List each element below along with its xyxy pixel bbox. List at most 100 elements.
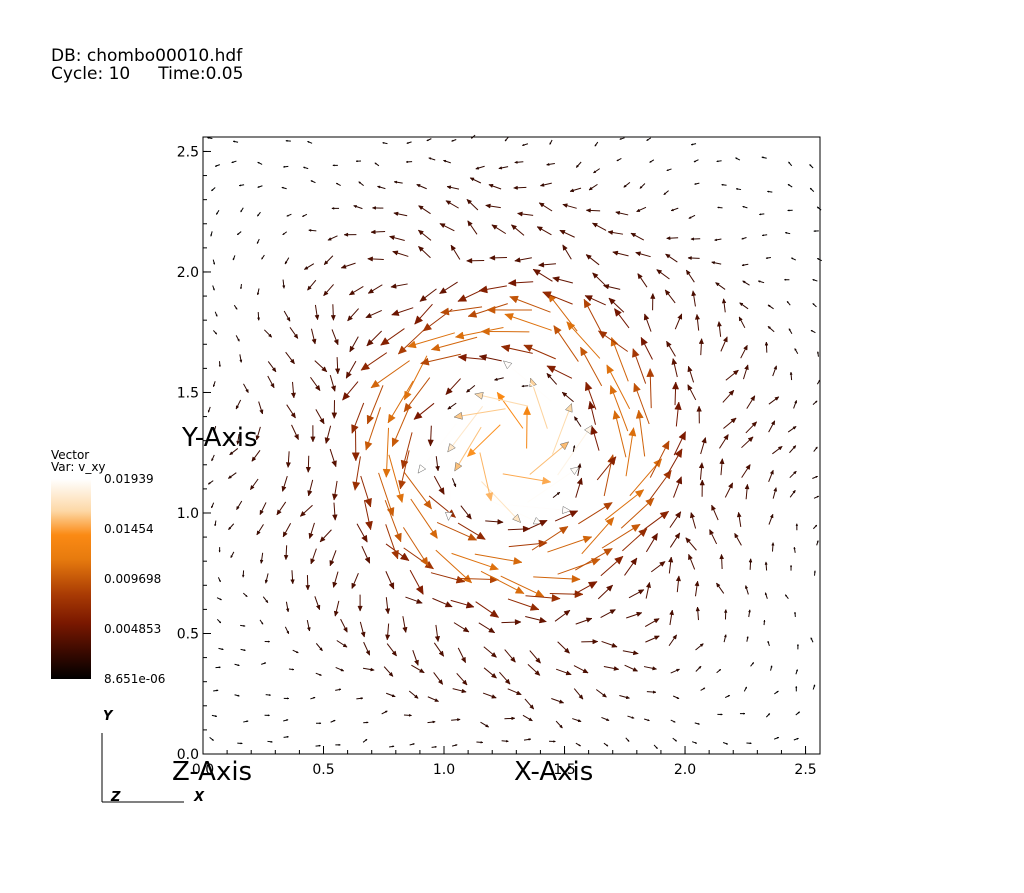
vector-arrow <box>524 698 535 710</box>
vector-arrow <box>723 634 727 643</box>
vector-arrow <box>722 389 735 403</box>
vector-arrow <box>439 281 458 295</box>
vector-arrow <box>215 666 222 669</box>
vector-arrow <box>557 424 593 476</box>
vector-arrow <box>488 183 502 190</box>
vector-arrow <box>358 181 364 187</box>
vector-arrow <box>523 344 556 360</box>
vector-arrow <box>663 190 669 196</box>
vector-arrow <box>816 257 822 262</box>
y-tick-label: 0.5 <box>177 626 199 642</box>
vector-arrow <box>746 395 756 409</box>
x-tick-label: 0.0 <box>192 762 214 778</box>
vector-arrow <box>454 426 482 472</box>
vector-arrow <box>786 300 791 306</box>
vector-arrow <box>363 641 371 656</box>
vector-arrow <box>403 377 431 413</box>
vector-arrow <box>288 668 295 671</box>
vector-arrow <box>335 667 345 672</box>
vector-arrow <box>748 558 753 570</box>
vector-arrow <box>507 688 522 696</box>
vector-arrow <box>690 143 697 146</box>
vector-arrow <box>456 673 468 686</box>
vector-arrow <box>499 671 511 685</box>
vector-arrow <box>457 353 486 362</box>
vector-arrow <box>766 190 773 193</box>
triad-z-label: Z <box>111 790 121 805</box>
vector-arrow <box>213 426 217 434</box>
vector-arrow <box>240 624 246 627</box>
vector-arrow <box>529 441 570 475</box>
vector-arrow <box>784 231 791 235</box>
vector-arrow <box>259 552 264 565</box>
vector-arrow <box>673 476 683 498</box>
vector-arrow <box>367 256 384 262</box>
vector-arrow <box>720 336 728 352</box>
vector-arrow <box>261 662 267 665</box>
vector-arrow <box>578 502 613 525</box>
x-tick-label: 1.5 <box>553 762 575 778</box>
vector-arrow <box>283 545 289 561</box>
vector-arrow <box>334 357 341 375</box>
vector-arrow <box>264 714 271 717</box>
y-axis-title: Y-Axis <box>182 423 258 453</box>
vector-arrow <box>788 161 793 167</box>
vector-arrow <box>523 738 532 741</box>
triad-y-label: Y <box>103 709 113 724</box>
vector-arrow <box>601 640 618 648</box>
vector-arrow <box>584 381 597 410</box>
vector-arrow <box>453 622 470 633</box>
vector-arrow <box>557 641 570 654</box>
vector-arrow <box>688 553 696 570</box>
vector-arrow <box>363 500 373 531</box>
vector-arrow <box>554 510 579 522</box>
vector-arrow <box>352 456 361 491</box>
vector-arrow <box>359 621 366 638</box>
vector-arrow <box>217 577 221 583</box>
vector-arrow <box>685 537 697 551</box>
vector-arrow <box>507 279 534 287</box>
vector-arrow <box>384 597 391 615</box>
vector-arrow <box>504 716 516 721</box>
vector-arrow <box>768 420 776 433</box>
vector-arrow <box>360 475 372 508</box>
vector-arrow <box>812 400 818 405</box>
vector-arrow <box>644 618 660 628</box>
vector-arrow <box>504 313 552 331</box>
vector-arrow <box>305 575 311 591</box>
vector-arrow <box>434 624 441 643</box>
vector-arrow <box>508 504 572 514</box>
vector-arrow <box>610 336 629 382</box>
vector-arrow <box>206 136 213 139</box>
vector-arrow <box>385 571 395 590</box>
vector-arrow <box>717 713 724 716</box>
vector-arrow <box>391 405 411 448</box>
vector-arrow <box>594 141 599 147</box>
vector-arrow <box>234 663 241 667</box>
vector-arrow <box>435 456 440 472</box>
vector-arrow <box>450 139 457 142</box>
vector-arrow <box>622 650 639 656</box>
vector-arrow <box>485 203 501 209</box>
vector-arrow <box>486 305 532 314</box>
vector-arrow <box>581 639 599 645</box>
vector-arrow <box>716 206 723 209</box>
vector-arrow <box>668 634 678 647</box>
vector-arrow <box>742 280 750 286</box>
vector-arrow <box>789 445 797 454</box>
vector-arrow <box>612 410 627 458</box>
vector-arrow <box>324 425 332 445</box>
vector-arrow <box>674 401 682 427</box>
vector-arrow <box>342 381 359 401</box>
vector-arrow <box>585 208 601 213</box>
vector-arrow <box>267 361 277 373</box>
vector-arrow <box>310 425 316 443</box>
vector-arrow <box>329 374 336 392</box>
vector-arrow <box>525 594 561 602</box>
vector-arrow <box>476 741 484 744</box>
vector-arrow <box>236 500 243 511</box>
vector-arrow <box>693 182 700 185</box>
vector-arrow <box>689 511 697 529</box>
vector-arrow <box>212 285 215 291</box>
vector-arrow <box>788 328 793 334</box>
